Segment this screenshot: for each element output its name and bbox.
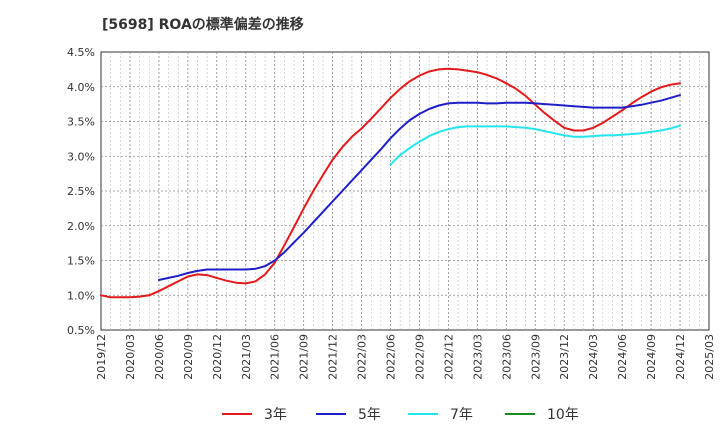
y-tick-label: 1.0% — [67, 289, 95, 302]
x-tick-label: 2023/03 — [471, 334, 484, 380]
y-tick-label: 0.5% — [67, 324, 95, 337]
series-line — [100, 67, 681, 299]
legend-label: 7年 — [450, 407, 473, 423]
y-tick-label: 1.5% — [67, 255, 95, 268]
x-tick-label: 2021/09 — [298, 334, 311, 380]
x-tick-label: 2022/12 — [442, 334, 455, 380]
x-tick-label: 2020/06 — [153, 334, 166, 380]
x-tick-label: 2020/09 — [182, 334, 195, 380]
x-tick-label: 2024/03 — [587, 334, 600, 380]
y-tick-label: 2.5% — [67, 185, 95, 198]
x-tick-label: 2023/09 — [529, 334, 542, 380]
x-tick-label: 2024/09 — [645, 334, 658, 380]
x-tick-label: 2021/12 — [327, 334, 340, 380]
y-tick-label: 4.5% — [67, 46, 95, 59]
x-tick-label: 2022/09 — [413, 334, 426, 380]
x-tick-label: 2022/03 — [356, 334, 369, 380]
legend-label: 3年 — [264, 407, 287, 423]
y-tick-label: 3.5% — [67, 116, 95, 129]
x-tick-label: 2019/12 — [95, 334, 108, 380]
x-tick-label: 2020/12 — [211, 334, 224, 380]
x-tick-label: 2020/03 — [124, 334, 137, 380]
x-tick-label: 2021/06 — [269, 334, 282, 380]
chart-title: [5698] ROAの標準偏差の推移 — [102, 17, 304, 33]
x-tick-label: 2023/06 — [500, 334, 513, 380]
x-tick-label: 2025/03 — [703, 334, 716, 380]
x-tick-label: 2024/12 — [674, 334, 687, 380]
x-tick-label: 2024/06 — [616, 334, 629, 380]
series-line — [389, 124, 681, 166]
y-tick-label: 4.0% — [67, 81, 95, 94]
x-tick-label: 2022/06 — [385, 334, 398, 380]
series-line — [157, 94, 681, 281]
x-tick-label: 2021/03 — [240, 334, 253, 380]
y-tick-label: 3.0% — [67, 150, 95, 163]
x-tick-label: 2023/12 — [558, 334, 571, 380]
y-tick-label: 2.0% — [67, 220, 95, 233]
legend-label: 10年 — [547, 407, 579, 423]
legend-label: 5年 — [358, 407, 381, 423]
